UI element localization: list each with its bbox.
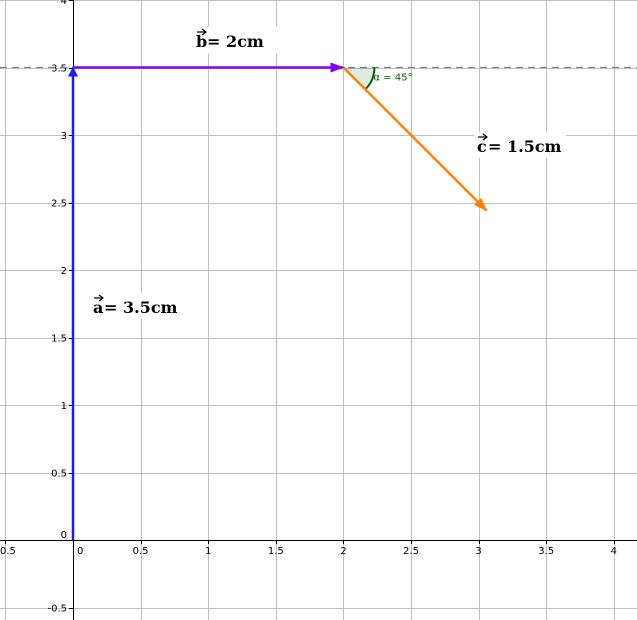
vector-value: = 1.5cm [488,137,562,156]
y-tick-label: 1.5 [51,334,67,345]
vector-value: = 2cm [207,32,264,51]
y-tick-label: 4 [61,0,67,7]
x-tick-label: 3.5 [538,546,554,557]
y-tick-label: -0.5 [47,604,67,615]
y-tick-label: 0.5 [51,469,67,480]
x-tick-label: 2 [340,546,346,557]
x-tick-label: 1 [205,546,211,557]
vector-symbol: a [93,298,103,317]
vector-symbol: c [477,137,487,156]
angle-arc [364,67,376,91]
shapes [0,62,637,540]
label-background [90,293,182,319]
x-tick-label: 1.5 [268,546,284,557]
vector-symbol: b [196,32,207,51]
y-tick-label: 2 [61,266,67,277]
tick-labels: 0.5 0 0.5 1 1.5 2 2.5 3 3.5 4 -0.5 0 0.5 1 1.5 2 2.5 3 3.5… [0,0,617,615]
y-tick-label: 3.5 [51,64,67,75]
vector-a-label[interactable]: a = 3.5cm [90,293,182,319]
y-tick-label: 1 [61,401,67,412]
over-arrow-head [98,294,104,302]
labels: α = 45° a = 3.5cm b = 2cm c = 1.5cm [90,27,566,319]
label-background [193,27,277,53]
vector-value: = 3.5cm [104,298,178,317]
x-tick-label: 0.5 [133,546,149,557]
over-arrow-head [201,28,207,36]
x-tick-label: 0.5 [0,546,16,557]
y-tick-label: 3 [61,131,67,142]
x-tick-label: 2.5 [403,546,419,557]
over-arrow-head [482,133,488,141]
vector-b-label[interactable]: b = 2cm [193,27,277,53]
label-background [474,132,566,158]
y-tick-label: 2.5 [51,199,67,210]
vector-c[interactable] [342,66,488,212]
x-tick-label: 4 [611,546,617,557]
angle-label: α = 45° [373,73,412,84]
y-tick-label: 0 [61,530,67,541]
x-tick-label: 0 [77,546,83,557]
x-tick-label: 3 [475,546,481,557]
vector-c-label[interactable]: c = 1.5cm [474,132,566,158]
angle-wedge[interactable] [343,67,375,90]
